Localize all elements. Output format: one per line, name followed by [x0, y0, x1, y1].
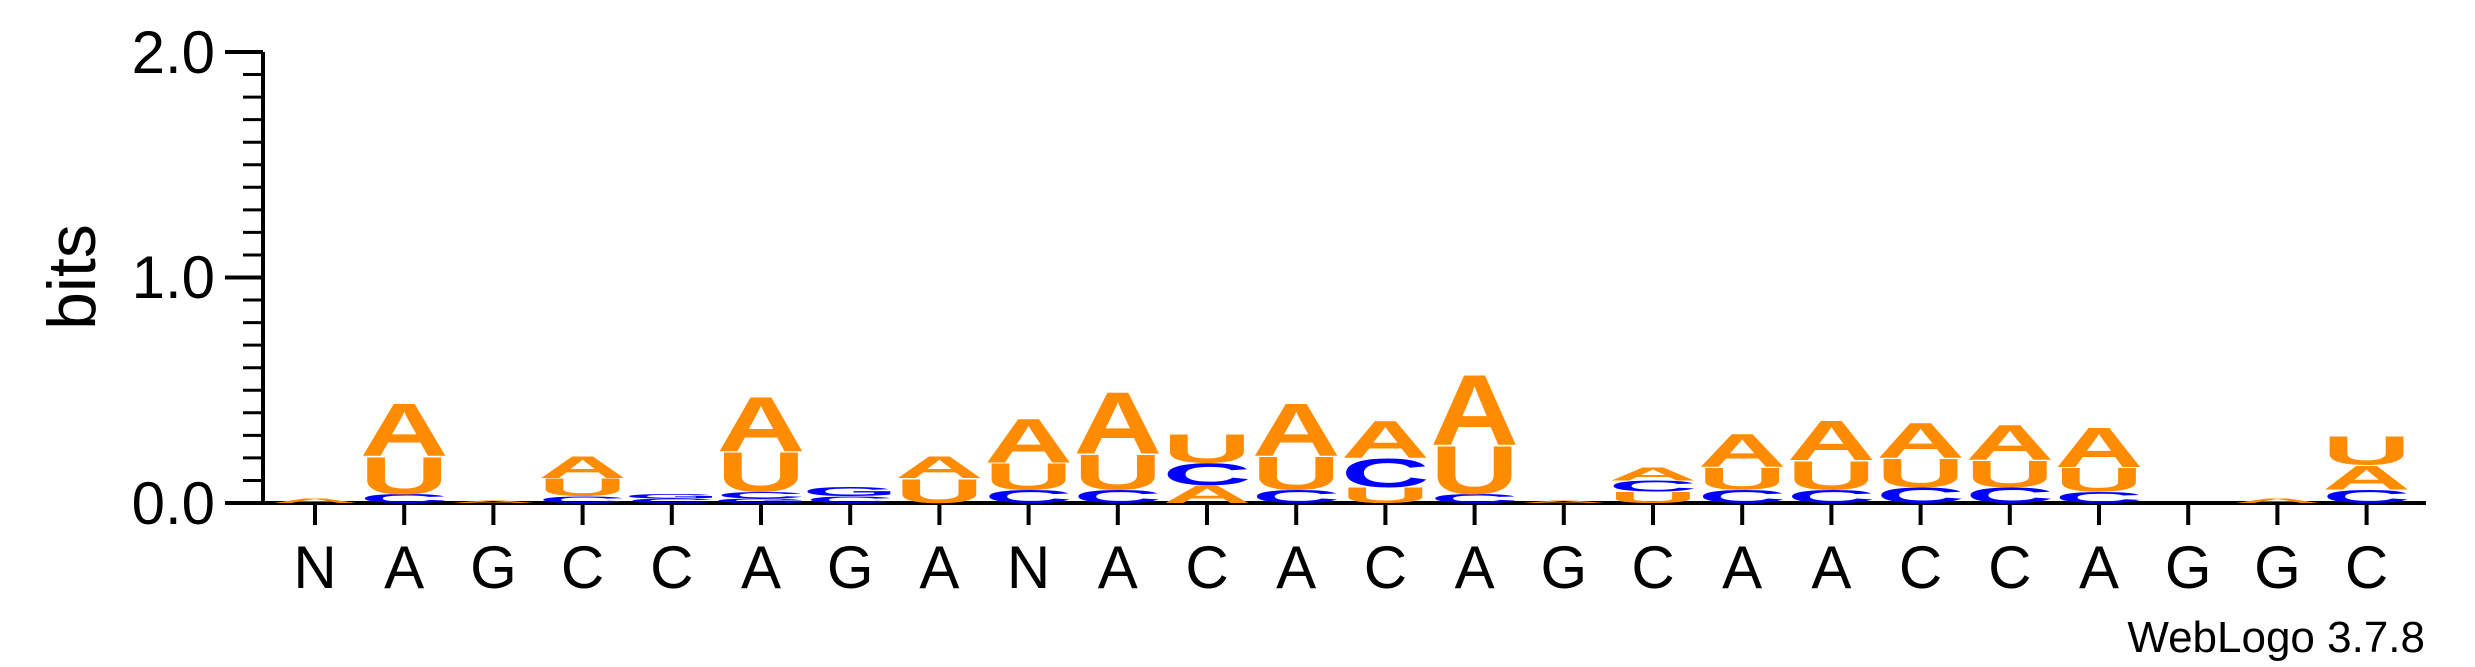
y-axis-minor-ticks [243, 73, 263, 482]
logo-letter-A: A [1519, 500, 1608, 503]
x-tick-label: A [919, 534, 959, 601]
x-tick-label: N [1007, 534, 1050, 601]
logo-letter-U: U [1430, 432, 1519, 509]
logo-letter-G: G [713, 497, 809, 504]
logo-letter-A: A [1965, 415, 2054, 471]
logo-letter-A: A [1252, 388, 1341, 472]
logo-letter-A: A [449, 500, 538, 503]
logo-letter-C: C [538, 495, 627, 505]
logo-letter-A: A [1876, 413, 1965, 469]
logo-letter-C: C [717, 490, 806, 500]
logo-letter-A: A [1698, 424, 1787, 477]
logo-letter-A: A [895, 450, 984, 485]
x-tick-label: C [2345, 534, 2388, 601]
logo-letter-A: A [984, 406, 1073, 476]
logo-letter-U: U [1163, 426, 1252, 471]
logo-letter-C: C [1965, 483, 2054, 508]
logo-letter-G: G [624, 493, 720, 500]
x-tick-label: A [1276, 534, 1316, 601]
logo-letter-C: C [1698, 486, 1787, 507]
x-tick-label: G [2165, 534, 2212, 601]
logo-letter-U: U [360, 446, 449, 506]
x-tick-label: A [1811, 534, 1851, 601]
logo-letter-C: C [627, 497, 716, 504]
x-tick-label: A [741, 534, 781, 601]
logo-letter-C: C [1341, 451, 1430, 496]
x-tick-label: A [1455, 534, 1495, 601]
logo-letter-A: A [1163, 480, 1252, 508]
logo-letter-A: A [2233, 497, 2322, 504]
logo-letter-A: A [717, 380, 806, 467]
weblogo-credit: WebLogo 3.7.8 [2127, 613, 2425, 662]
logo-letter-C: C [1609, 478, 1698, 496]
x-tick-label: G [2254, 534, 2301, 601]
x-tick-label: N [293, 534, 336, 601]
logo-letter-U: U [1252, 447, 1341, 500]
x-tick-label: C [1631, 534, 1674, 601]
logo-letter-A: A [1787, 409, 1876, 472]
logo-letter-U: U [984, 456, 1073, 498]
y-axis: 0.0 1.0 2.0 bits [34, 19, 265, 537]
logo-letter-A: A [1609, 463, 1698, 484]
logo-letter-U: U [1073, 444, 1162, 500]
y-tick-label: 1.0 [132, 244, 215, 311]
logo-letter-U: U [1341, 483, 1430, 508]
logo-letter-G: G [802, 485, 898, 499]
logo-letter-C: C [1252, 486, 1341, 507]
logo-letter-C: C [2322, 486, 2411, 507]
logo-letter-A: A [271, 497, 360, 504]
x-tick-label: G [827, 534, 874, 601]
logo-letter-C: C [2055, 489, 2144, 507]
logo-letter-C: C [1430, 492, 1519, 506]
logo-letter-C: C [806, 495, 895, 505]
logo-letter-U: U [1965, 454, 2054, 496]
logo-letter-U: U [2322, 428, 2411, 473]
logo-letter-U: U [1698, 461, 1787, 496]
logo-letter-C: C [984, 486, 1073, 507]
y-tick-label: 0.0 [132, 470, 215, 537]
logo-letter-U: U [1876, 451, 1965, 496]
x-tick-label: C [561, 534, 604, 601]
x-tick-label: G [470, 534, 517, 601]
x-tick-label: C [1988, 534, 2031, 601]
logo-letter-A: A [1430, 354, 1519, 466]
logo-letter-C: C [1073, 486, 1162, 507]
logo-letter-U: U [2055, 461, 2144, 500]
logo-letter-C: C [360, 492, 449, 506]
x-tick-label: A [2079, 534, 2119, 601]
logo-letter-C: C [1787, 486, 1876, 507]
logo-letter-C: C [1876, 483, 1965, 508]
logo-letter-A: A [1341, 410, 1430, 470]
x-tick-label: A [1098, 534, 1138, 601]
x-tick-label: C [1899, 534, 1942, 601]
logo-letter-U: U [895, 472, 984, 511]
logo-letter-C: C [1163, 457, 1252, 492]
y-axis-label: bits [34, 224, 110, 330]
logo-letter-A: A [1073, 374, 1162, 473]
x-tick-label: C [1364, 534, 1407, 601]
x-tick-label: C [1185, 534, 1228, 601]
x-tick-label: A [384, 534, 424, 601]
logo-letter-A: A [2322, 459, 2411, 498]
logo-letter-U: U [1609, 489, 1698, 507]
logo-letter-U: U [717, 441, 806, 504]
logo-letter-A: A [2055, 416, 2144, 479]
y-tick-label: 2.0 [132, 19, 215, 86]
logo-letter-U: U [1787, 453, 1876, 498]
logo-letter-U: U [538, 474, 627, 502]
x-tick-label: C [650, 534, 693, 601]
logo-letter-A: A [360, 388, 449, 472]
x-tick-label: G [1540, 534, 1587, 601]
logo-letter-A: A [538, 450, 627, 485]
x-tick-label: A [1722, 534, 1762, 601]
